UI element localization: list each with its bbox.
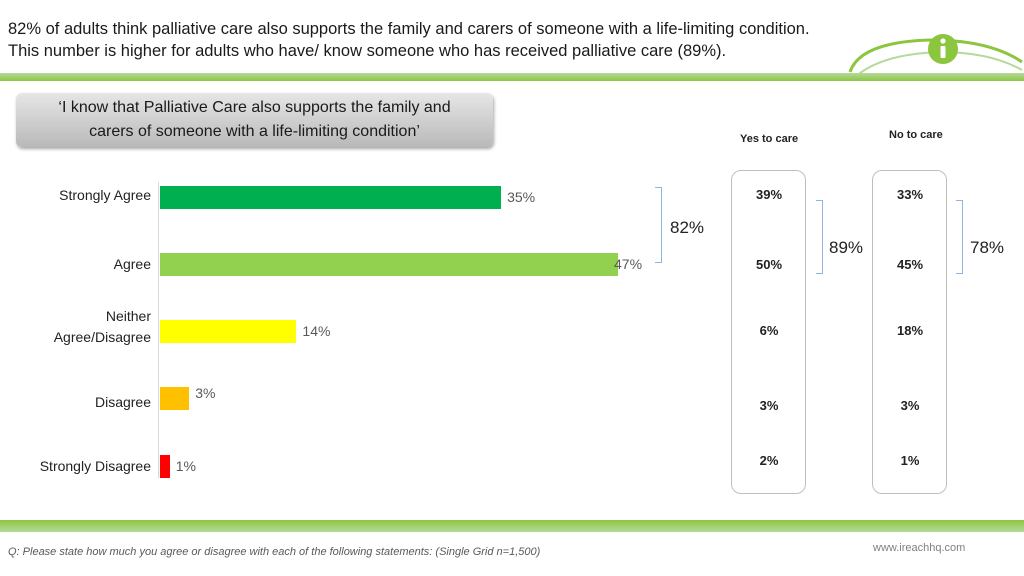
no-to-care-header: No to care xyxy=(889,129,943,141)
category-label: Strongly Agree xyxy=(59,187,151,203)
bar-value-label: 1% xyxy=(175,458,196,474)
yes-to-care-header: Yes to care xyxy=(740,133,799,145)
bar-value-label: 47% xyxy=(614,256,643,272)
bar-agree xyxy=(160,253,618,276)
no-to-care-value: 45% xyxy=(896,257,924,272)
bar-strongly-agree xyxy=(160,186,502,209)
category-label: Agree xyxy=(113,256,151,272)
yes-to-care-agree-value: 89% xyxy=(829,238,864,257)
bar-value-label: 3% xyxy=(195,385,216,401)
yes-to-care-agree-bracket xyxy=(816,200,823,274)
no-to-care-agree-bracket xyxy=(956,200,963,274)
yes-to-care-value: 3% xyxy=(759,398,779,413)
question-footnote: Q: Please state how much you agree or di… xyxy=(8,546,541,558)
bar-neither-agree-disagree xyxy=(160,320,297,343)
bar-value-label: 14% xyxy=(302,323,331,339)
no-to-care-agree-value: 78% xyxy=(970,238,1005,257)
logo xyxy=(848,34,1023,79)
yes-to-care-value: 6% xyxy=(759,323,779,338)
no-to-care-column xyxy=(872,170,947,494)
website-link[interactable]: www.ireachhq.com xyxy=(873,542,966,554)
yes-to-care-value: 39% xyxy=(755,187,783,202)
yes-to-care-value: 50% xyxy=(755,257,783,272)
header-divider xyxy=(0,73,1024,81)
category-label: Disagree xyxy=(94,394,151,410)
statement-line-1: ‘I know that Palliative Care also suppor… xyxy=(58,99,451,116)
statement-box: ‘I know that Palliative Care also suppor… xyxy=(16,93,493,147)
title-line-2: This number is higher for adults who hav… xyxy=(8,42,727,60)
bar-disagree xyxy=(160,387,190,410)
yes-to-care-value: 2% xyxy=(759,453,779,468)
category-label: Strongly Disagree xyxy=(39,458,151,474)
title-line-1: 82% of adults think palliative care also… xyxy=(8,20,810,38)
overall-agree-value: 82% xyxy=(670,218,705,237)
info-icon xyxy=(928,34,958,64)
overall-agree-bracket xyxy=(655,187,662,263)
y-axis-line xyxy=(158,182,159,478)
page-title: 82% of adults think palliative care also… xyxy=(8,18,888,62)
footer-divider xyxy=(0,520,1024,532)
bar-value-label: 35% xyxy=(507,189,536,205)
no-to-care-value: 33% xyxy=(896,187,924,202)
category-label: Neither Agree/Disagree xyxy=(53,308,151,345)
no-to-care-value: 3% xyxy=(900,398,920,413)
yes-to-care-column xyxy=(731,170,806,494)
no-to-care-value: 18% xyxy=(896,323,924,338)
no-to-care-value: 1% xyxy=(900,453,920,468)
bar-strongly-disagree xyxy=(160,455,170,478)
statement-line-2: carers of someone with a life-limiting c… xyxy=(89,123,420,140)
